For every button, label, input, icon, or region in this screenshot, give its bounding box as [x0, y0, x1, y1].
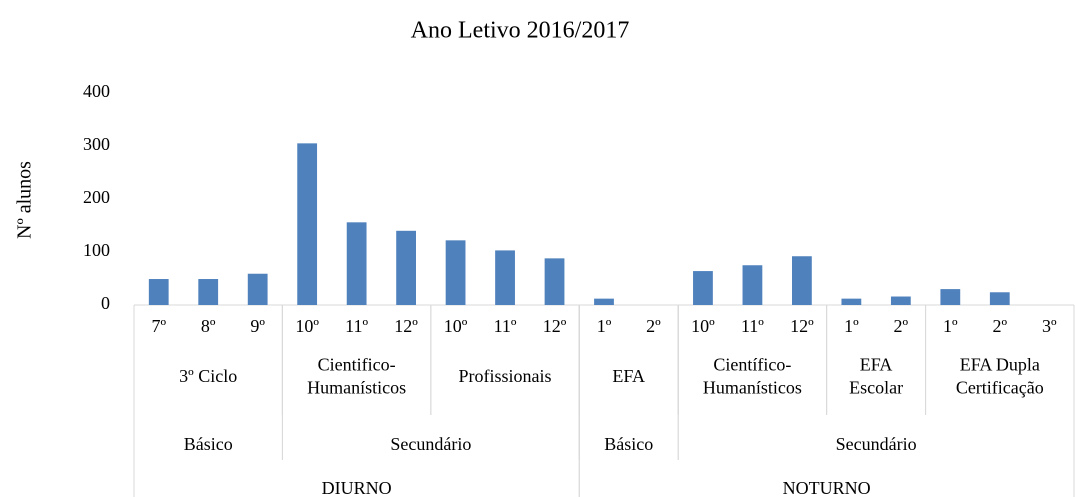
group-label: Secundário — [390, 434, 471, 454]
x-tick-label: 7º — [151, 316, 166, 336]
bar — [693, 271, 713, 305]
x-tick-label: 12º — [394, 316, 418, 336]
x-tick-label: 10º — [444, 316, 468, 336]
group-label-line: EFA — [612, 366, 645, 386]
bar — [396, 230, 416, 305]
bar — [198, 279, 219, 305]
group-label-line: Escolar — [849, 378, 903, 398]
group-label: NOTURNO — [783, 478, 871, 497]
bar — [495, 250, 515, 305]
bar — [989, 292, 1010, 305]
x-tick-label: 2º — [894, 316, 909, 336]
bar — [247, 273, 268, 305]
y-tick-label: 400 — [83, 81, 110, 101]
bar — [890, 296, 911, 305]
group-label-line: Científico- — [713, 355, 791, 375]
y-tick-label: 100 — [83, 240, 110, 260]
group-label-line: Profissionais — [459, 366, 552, 386]
group-label-line: EFA Dupla — [960, 355, 1040, 375]
x-tick-label: 11º — [494, 316, 517, 336]
group-label: Secundário — [836, 434, 917, 454]
x-tick-label: 9º — [250, 316, 265, 336]
x-tick-label: 1º — [597, 316, 612, 336]
x-tick-label: 11º — [741, 316, 764, 336]
group-label-line: Humanísticos — [703, 378, 802, 398]
x-tick-label: 10º — [691, 316, 715, 336]
group-label: Científico- Humanísticos — [703, 355, 802, 398]
y-axis-title: Nº alunos — [14, 161, 36, 239]
bar — [148, 279, 169, 305]
group-label-line: Humanísticos — [307, 378, 406, 398]
x-tick-label: 12º — [543, 316, 567, 336]
x-tick-label: 3º — [1042, 316, 1057, 336]
group-label: EFA Dupla Certificação — [956, 355, 1044, 398]
bar — [742, 265, 763, 305]
group-label: Básico — [184, 434, 233, 454]
bar — [346, 222, 367, 305]
bar — [841, 298, 862, 305]
group-label: DIURNO — [322, 478, 392, 497]
group-label: Básico — [604, 434, 653, 454]
group-label: Profissionais — [459, 366, 552, 386]
x-tick-label: 8º — [201, 316, 216, 336]
group-label: EFA Escolar — [849, 355, 903, 398]
group-label-line: 3º Ciclo — [179, 366, 237, 386]
x-tick-label: 1º — [943, 316, 958, 336]
bar — [544, 258, 565, 305]
group-label-line: Certificação — [956, 378, 1044, 398]
group-label-line: EFA — [860, 355, 893, 375]
x-tick-label: 2º — [992, 316, 1007, 336]
x-tick-label: 2º — [646, 316, 661, 336]
group-label: 3º Ciclo — [179, 366, 237, 386]
y-tick-label: 300 — [83, 134, 110, 154]
bar — [297, 143, 318, 305]
bar — [792, 256, 812, 305]
x-tick-label: 10º — [295, 316, 319, 336]
chart-title: Ano Letivo 2016/2017 — [411, 18, 630, 44]
bar — [445, 240, 466, 305]
group-label-line: Cientifico- — [318, 355, 396, 375]
bar — [594, 298, 614, 305]
y-tick-label: 0 — [101, 293, 110, 313]
group-label: Cientifico- Humanísticos — [307, 355, 406, 398]
group-label: EFA — [612, 366, 645, 386]
y-tick-label: 200 — [83, 187, 110, 207]
x-tick-label: 1º — [844, 316, 859, 336]
x-tick-label: 12º — [790, 316, 814, 336]
bar — [940, 289, 961, 305]
x-tick-label: 11º — [345, 316, 368, 336]
